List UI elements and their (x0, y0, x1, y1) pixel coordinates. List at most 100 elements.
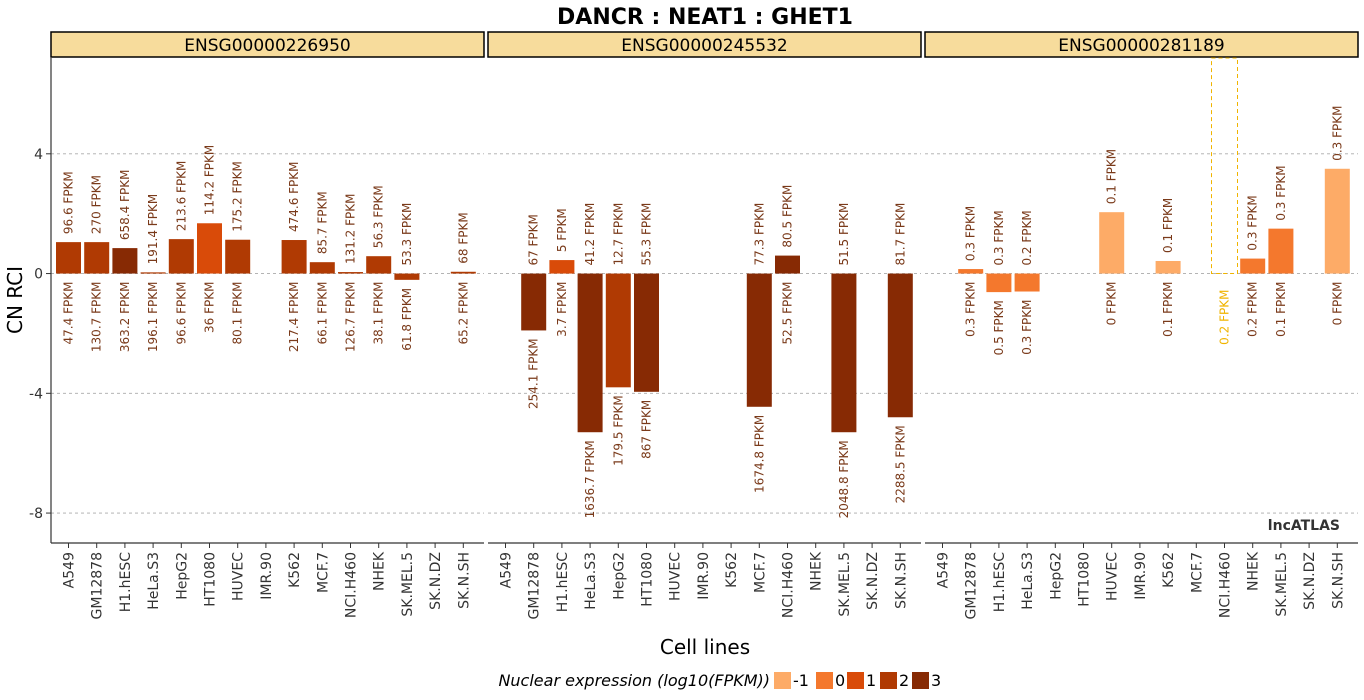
bar-label-top: 131.2 FPKM (344, 194, 358, 265)
x-tick-label: HT1080 (203, 552, 219, 607)
x-tick-label: HepG2 (174, 552, 190, 600)
x-tick-label: HT1080 (1077, 552, 1093, 607)
bar (1268, 228, 1294, 274)
bar (1211, 57, 1238, 275)
legend-label: 1 (866, 671, 876, 690)
x-tick-label: SK.MEL.5 (1274, 552, 1290, 617)
bar-label-bottom: 2288.5 FPKM (893, 425, 907, 503)
x-tick-label: SK.N.DZ (1302, 552, 1318, 610)
panel-strip (487, 31, 922, 58)
legend-label: 0 (835, 671, 845, 690)
bar-label-top: 41.2 FPKM (583, 203, 597, 266)
bar (887, 273, 913, 418)
panel: ENSG00000245532 A549 GM12878 H1.hESC HeLa.S3… (487, 31, 922, 619)
bar (84, 242, 110, 274)
x-tick-label: HeLa.S3 (1020, 552, 1036, 610)
bar-label-top: 0.1 FPKM (1105, 149, 1119, 204)
panel-strip-label: ENSG00000226950 (184, 36, 350, 56)
x-tick-label: HUVEC (1105, 552, 1121, 601)
legend-title: Nuclear expression (log10(FPKM)) (498, 671, 770, 690)
bar (197, 223, 222, 274)
bar (549, 260, 575, 274)
bar-label-bottom: 96.6 FPKM (174, 282, 188, 345)
bar (986, 273, 1012, 293)
bar-label-top: 0.3 FPKM (1330, 106, 1344, 161)
chart-title: DANCR : NEAT1 : GHET1 (557, 5, 853, 30)
bar (56, 242, 81, 274)
x-tick-label: A549 (499, 552, 515, 588)
bar-label-bottom: 0.3 FPKM (1020, 300, 1034, 355)
x-tick-label: H1.hESC (118, 552, 134, 612)
bar-label-top: 0.3 FPKM (1246, 195, 1260, 250)
x-tick-label: GM12878 (964, 552, 980, 619)
bar-label-bottom: 38.1 FPKM (372, 282, 386, 345)
bar-label-top: 114.2 FPKM (203, 145, 217, 216)
bar-label-top: 191.4 FPKM (146, 194, 160, 265)
bar-label-bottom: 0.1 FPKM (1161, 282, 1175, 337)
x-tick-label: NHEK (1246, 551, 1262, 591)
legend-swatch (880, 672, 897, 689)
legend-swatch (816, 672, 833, 689)
bar-label-bottom: 3.7 FPKM (555, 282, 569, 337)
x-tick-label: IMR.90 (696, 552, 712, 600)
bar-label-bottom: 0.2 FPKM (1218, 290, 1232, 345)
y-tick-label: 4 (34, 147, 43, 163)
bar-label-bottom: 0.5 FPKM (992, 300, 1006, 355)
bar (281, 240, 307, 274)
bar-label-top: 658.4 FPKM (118, 170, 132, 241)
panel-strip (50, 31, 485, 58)
bar-label-bottom: 2048.8 FPKM (837, 440, 851, 518)
bar-label-bottom: 0.3 FPKM (964, 282, 978, 337)
panel: ENSG00000281189 A549 GM12878 H1.hESC HeLa.S3… (924, 31, 1359, 619)
x-tick-label: HT1080 (640, 552, 656, 607)
bar-label-top: 51.5 FPKM (837, 203, 851, 266)
x-tick-label: MCF.7 (1189, 552, 1205, 593)
bar-label-bottom: 0.1 FPKM (1274, 282, 1288, 337)
bar-label-top: 270 FPKM (90, 175, 104, 234)
bar-label-bottom: 254.1 FPKM (527, 338, 541, 409)
x-tick-label: SK.N.SH (893, 552, 909, 609)
y-tick-label: 0 (34, 267, 43, 283)
bar (958, 269, 984, 274)
x-tick-label: K562 (1161, 552, 1177, 588)
bar-label-top: 12.7 FPKM (611, 203, 625, 266)
bar (450, 271, 476, 274)
legend: Nuclear expression (log10(FPKM)) -1 0 1 2 3 (498, 671, 941, 690)
panel: ENSG00000226950 A549 GM12878 H1.hESC HeLa.S3… (50, 31, 485, 619)
bar-label-top: 0.3 FPKM (1274, 165, 1288, 220)
bar-label-bottom: 65.2 FPKM (456, 282, 470, 345)
x-tick-label: K562 (287, 552, 303, 588)
bar-label-bottom: 0.2 FPKM (1246, 282, 1260, 337)
bar (225, 239, 251, 274)
x-tick-label: MCF.7 (752, 552, 768, 593)
bar-label-bottom: 36 FPKM (203, 282, 217, 333)
bar-label-top: 67 FPKM (527, 214, 541, 265)
bar-label-top: 56.3 FPKM (372, 185, 386, 248)
x-tick-label: A549 (936, 552, 952, 588)
bar (1099, 212, 1125, 274)
x-tick-label: H1.hESC (555, 552, 571, 612)
bar (112, 248, 138, 274)
x-tick-label: SK.MEL.5 (837, 552, 853, 617)
bar-label-top: 0.3 FPKM (964, 206, 978, 261)
legend-swatch (912, 672, 929, 689)
x-tick-label: NHEK (372, 551, 388, 591)
bar-label-top: 77.3 FPKM (752, 203, 766, 266)
panel-strip (924, 31, 1359, 58)
bar-label-bottom: 0 FPKM (1330, 282, 1344, 326)
panel-strip-label: ENSG00000281189 (1058, 36, 1224, 56)
bar-label-top: 0.2 FPKM (1020, 210, 1034, 265)
bar (168, 239, 194, 274)
y-axis: 4 0 -4 -8 (29, 58, 52, 543)
bar-label-bottom: 179.5 FPKM (611, 395, 625, 466)
y-tick-label: -4 (29, 386, 43, 402)
x-tick-label: SK.N.SH (456, 552, 472, 609)
x-tick-label: H1.hESC (992, 552, 1008, 612)
bar (394, 273, 420, 280)
bar-label-top: 96.6 FPKM (62, 171, 76, 234)
bar (1014, 273, 1040, 292)
legend-label: -1 (793, 671, 809, 690)
bar-label-top: 80.5 FPKM (781, 185, 795, 248)
bar-label-top: 175.2 FPKM (231, 161, 245, 232)
bar-label-top: 81.7 FPKM (893, 203, 907, 266)
